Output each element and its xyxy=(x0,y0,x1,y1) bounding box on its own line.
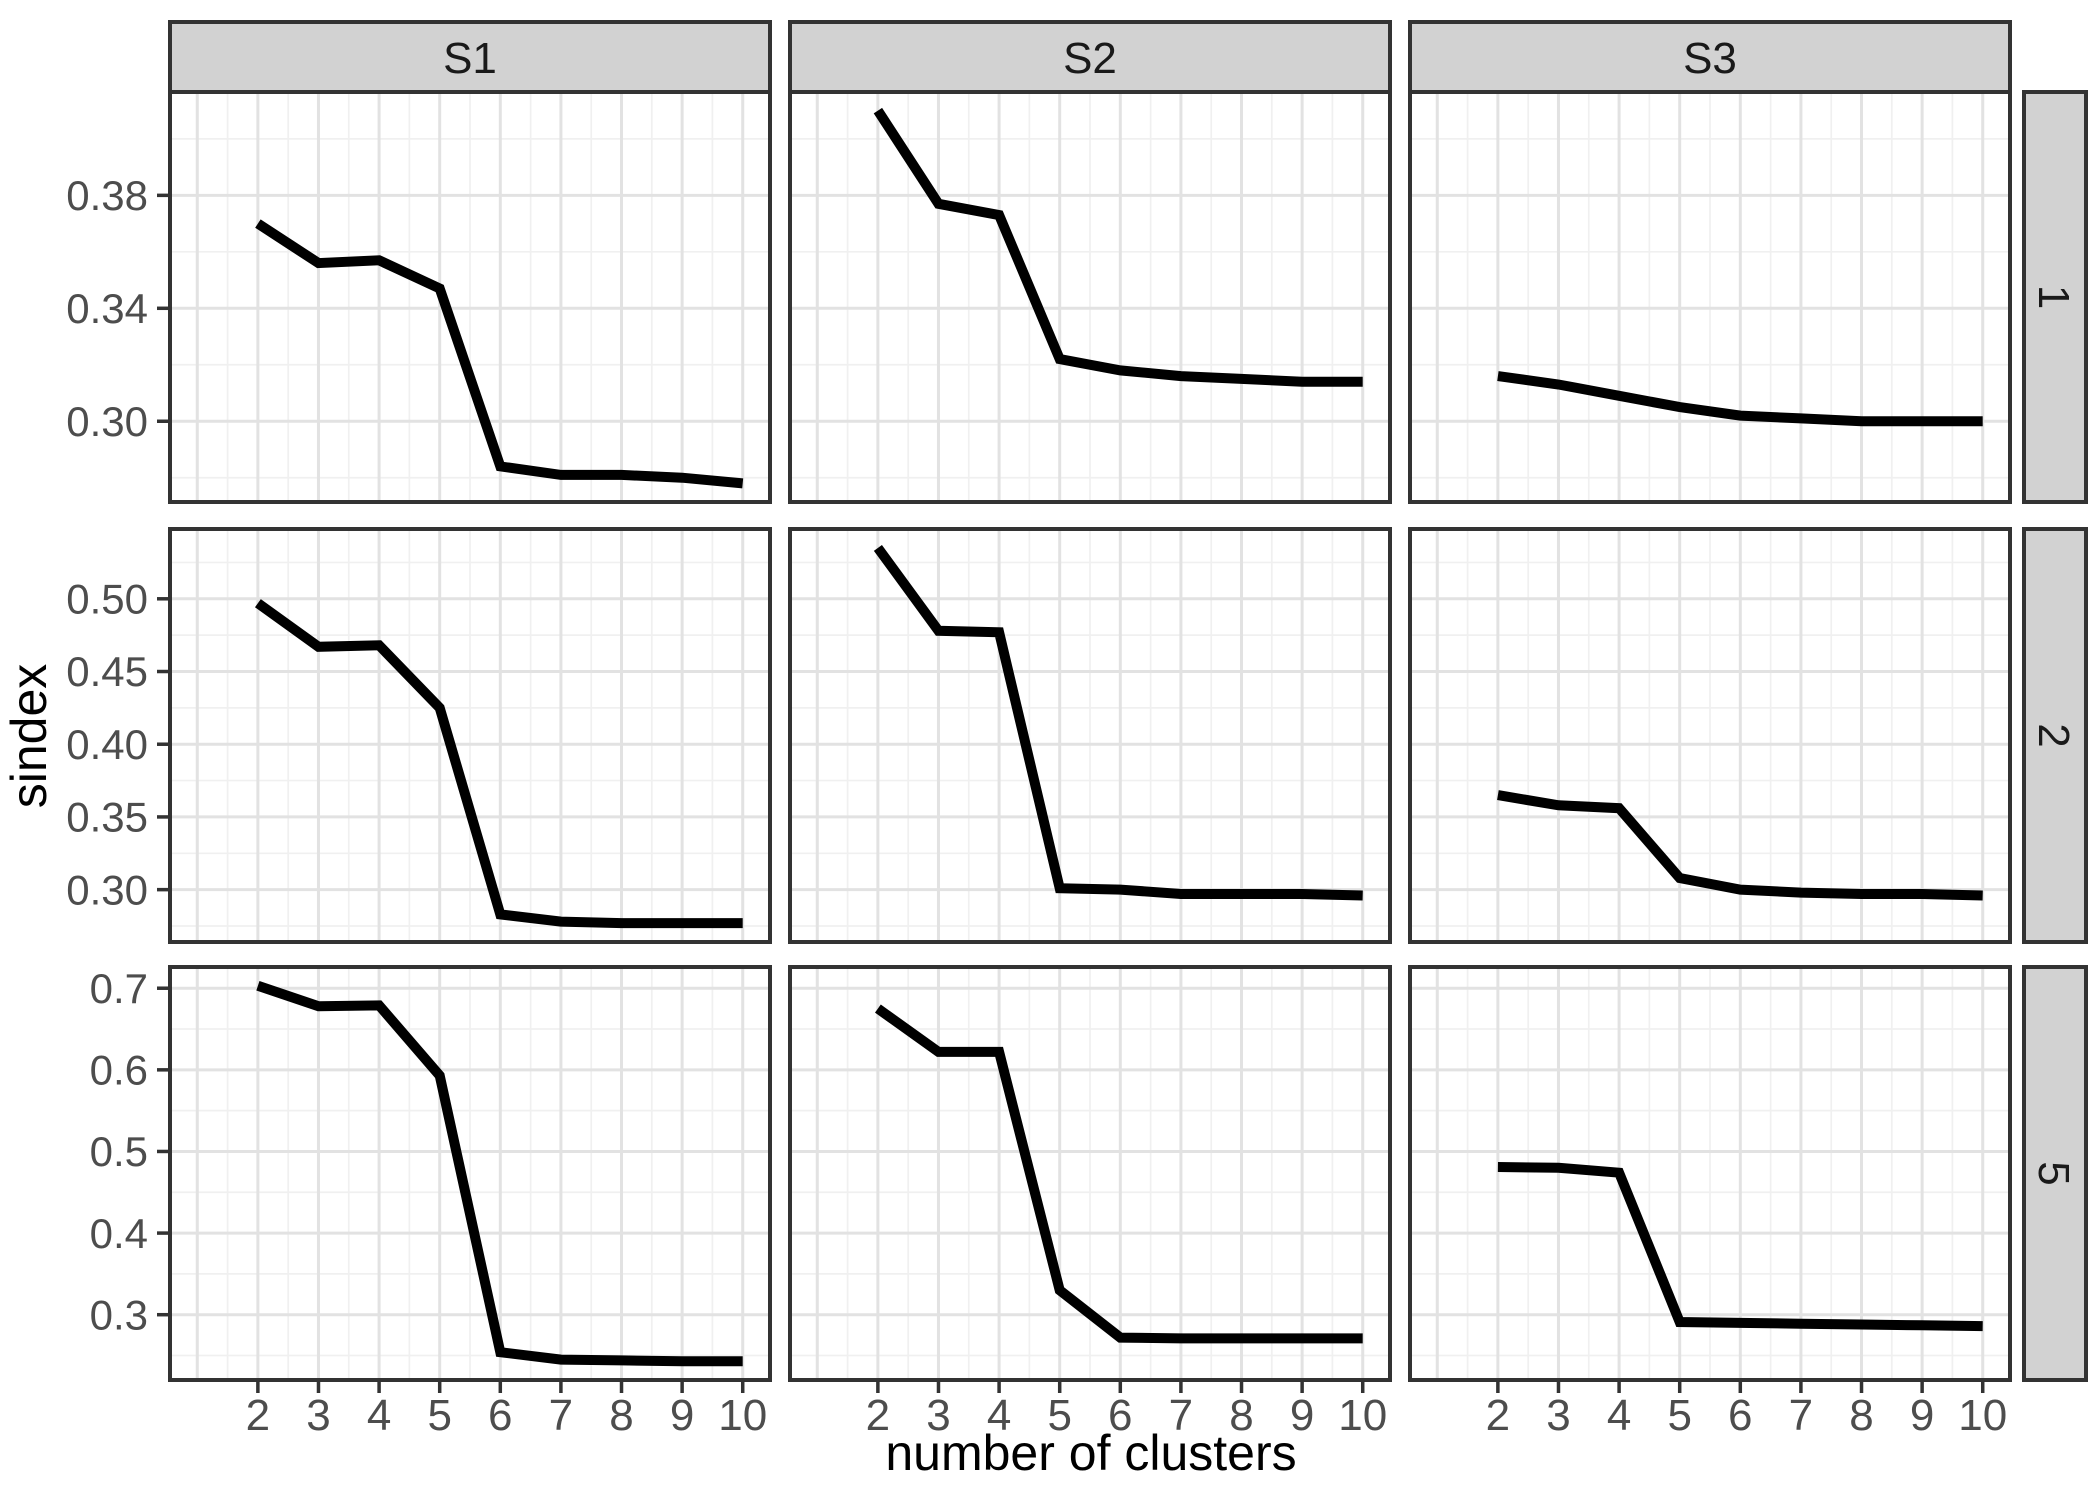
x-tick-label: 10 xyxy=(718,1391,767,1440)
x-axis-title: number of clusters xyxy=(885,1425,1296,1481)
x-tick-label: 2 xyxy=(866,1391,890,1440)
y-tick-label: 0.30 xyxy=(66,398,148,445)
facet-column-strip-S2: S2 xyxy=(788,20,1392,94)
panel-row1-S1 xyxy=(168,90,772,504)
panel-border xyxy=(788,965,1392,1382)
panel-border xyxy=(1408,965,2012,1382)
y-tick-label: 0.34 xyxy=(66,285,148,332)
facet-row-label-5: 5 xyxy=(2029,1161,2078,1185)
facet-row-label-1: 1 xyxy=(2029,285,2078,309)
x-tick-label: 4 xyxy=(1607,1391,1631,1440)
series-line-S1-row5 xyxy=(256,981,743,1367)
facet-column-label-S3: S3 xyxy=(1683,34,1737,83)
x-tick-label: 7 xyxy=(549,1391,573,1440)
facet-row-label-2: 2 xyxy=(2029,723,2078,747)
y-tick-label: 0.6 xyxy=(90,1047,148,1094)
series-line-S1-row1 xyxy=(255,219,744,489)
series-line-S3-row1 xyxy=(1497,371,1983,427)
x-tick-label: 6 xyxy=(488,1391,512,1440)
x-tick-label: 2 xyxy=(246,1391,270,1440)
panel-row1-S3 xyxy=(1408,90,2012,504)
x-tick-label: 3 xyxy=(1546,1391,1570,1440)
y-tick-label: 0.30 xyxy=(66,866,148,913)
series-line-S1-row2 xyxy=(254,599,743,929)
x-tick-label: 7 xyxy=(1169,1391,1193,1440)
facet-column-label-S1: S1 xyxy=(443,34,497,83)
facet-row-strip-2: 2 xyxy=(2022,527,2088,944)
y-tick-label: 0.50 xyxy=(66,576,148,623)
x-tick-label: 5 xyxy=(1047,1391,1071,1440)
facet-column-strip-S1: S1 xyxy=(168,20,772,94)
series-line-S3-row2 xyxy=(1497,790,1983,901)
x-tick-label: 9 xyxy=(1290,1391,1314,1440)
panel-row2-S1 xyxy=(168,527,772,944)
facet-column-label-S2: S2 xyxy=(1063,34,1117,83)
x-tick-label: 6 xyxy=(1728,1391,1752,1440)
y-tick-label: 0.40 xyxy=(66,721,148,768)
x-tick-label: 5 xyxy=(1667,1391,1691,1440)
x-tick-label: 3 xyxy=(306,1391,330,1440)
panel-border xyxy=(1408,527,2012,944)
facet-row-strip-5: 5 xyxy=(2022,965,2088,1382)
x-tick-label: 10 xyxy=(1958,1391,2007,1440)
y-tick-label: 0.45 xyxy=(66,648,148,695)
x-tick-label: 5 xyxy=(427,1391,451,1440)
y-tick-label: 0.3 xyxy=(90,1291,148,1338)
panel-border xyxy=(788,527,1392,944)
panel-row5-S2 xyxy=(788,965,1392,1382)
y-tick-label: 0.5 xyxy=(90,1128,148,1175)
series-line-S2-row5 xyxy=(874,1004,1363,1344)
x-tick-label: 9 xyxy=(670,1391,694,1440)
series-line-S2-row1 xyxy=(873,107,1363,387)
panel-row2-S2 xyxy=(788,527,1392,944)
panel-border xyxy=(168,965,772,1382)
x-tick-label: 8 xyxy=(1229,1391,1253,1440)
x-tick-label: 4 xyxy=(367,1391,391,1440)
panel-row1-S2 xyxy=(788,90,1392,504)
panel-row5-S1 xyxy=(168,965,772,1382)
x-tick-label: 4 xyxy=(987,1391,1011,1440)
x-tick-label: 9 xyxy=(1910,1391,1934,1440)
panel-row2-S3 xyxy=(1408,527,2012,944)
series-line-S3-row5 xyxy=(1497,1162,1983,1332)
x-tick-label: 2 xyxy=(1486,1391,1510,1440)
chart-panels: S1 S2 S31250.300.340.380.300.350.400.450.5… xyxy=(66,20,2088,1440)
x-tick-label: 8 xyxy=(609,1391,633,1440)
x-tick-label: 10 xyxy=(1338,1391,1387,1440)
y-axis-title: sindex xyxy=(1,664,57,809)
x-tick-label: 7 xyxy=(1789,1391,1813,1440)
series-line-S2-row2 xyxy=(873,544,1363,901)
facet-row-strip-1: 1 xyxy=(2022,90,2088,504)
y-tick-label: 0.35 xyxy=(66,794,148,841)
x-tick-label: 6 xyxy=(1108,1391,1132,1440)
x-tick-label: 3 xyxy=(926,1391,950,1440)
facet-column-strip-S3: S3 xyxy=(1408,20,2012,94)
panel-border xyxy=(168,527,772,944)
y-tick-label: 0.4 xyxy=(90,1210,148,1257)
panel-row5-S3 xyxy=(1408,965,2012,1382)
x-tick-label: 8 xyxy=(1849,1391,1873,1440)
y-tick-label: 0.7 xyxy=(90,965,148,1012)
y-tick-label: 0.38 xyxy=(66,172,148,219)
